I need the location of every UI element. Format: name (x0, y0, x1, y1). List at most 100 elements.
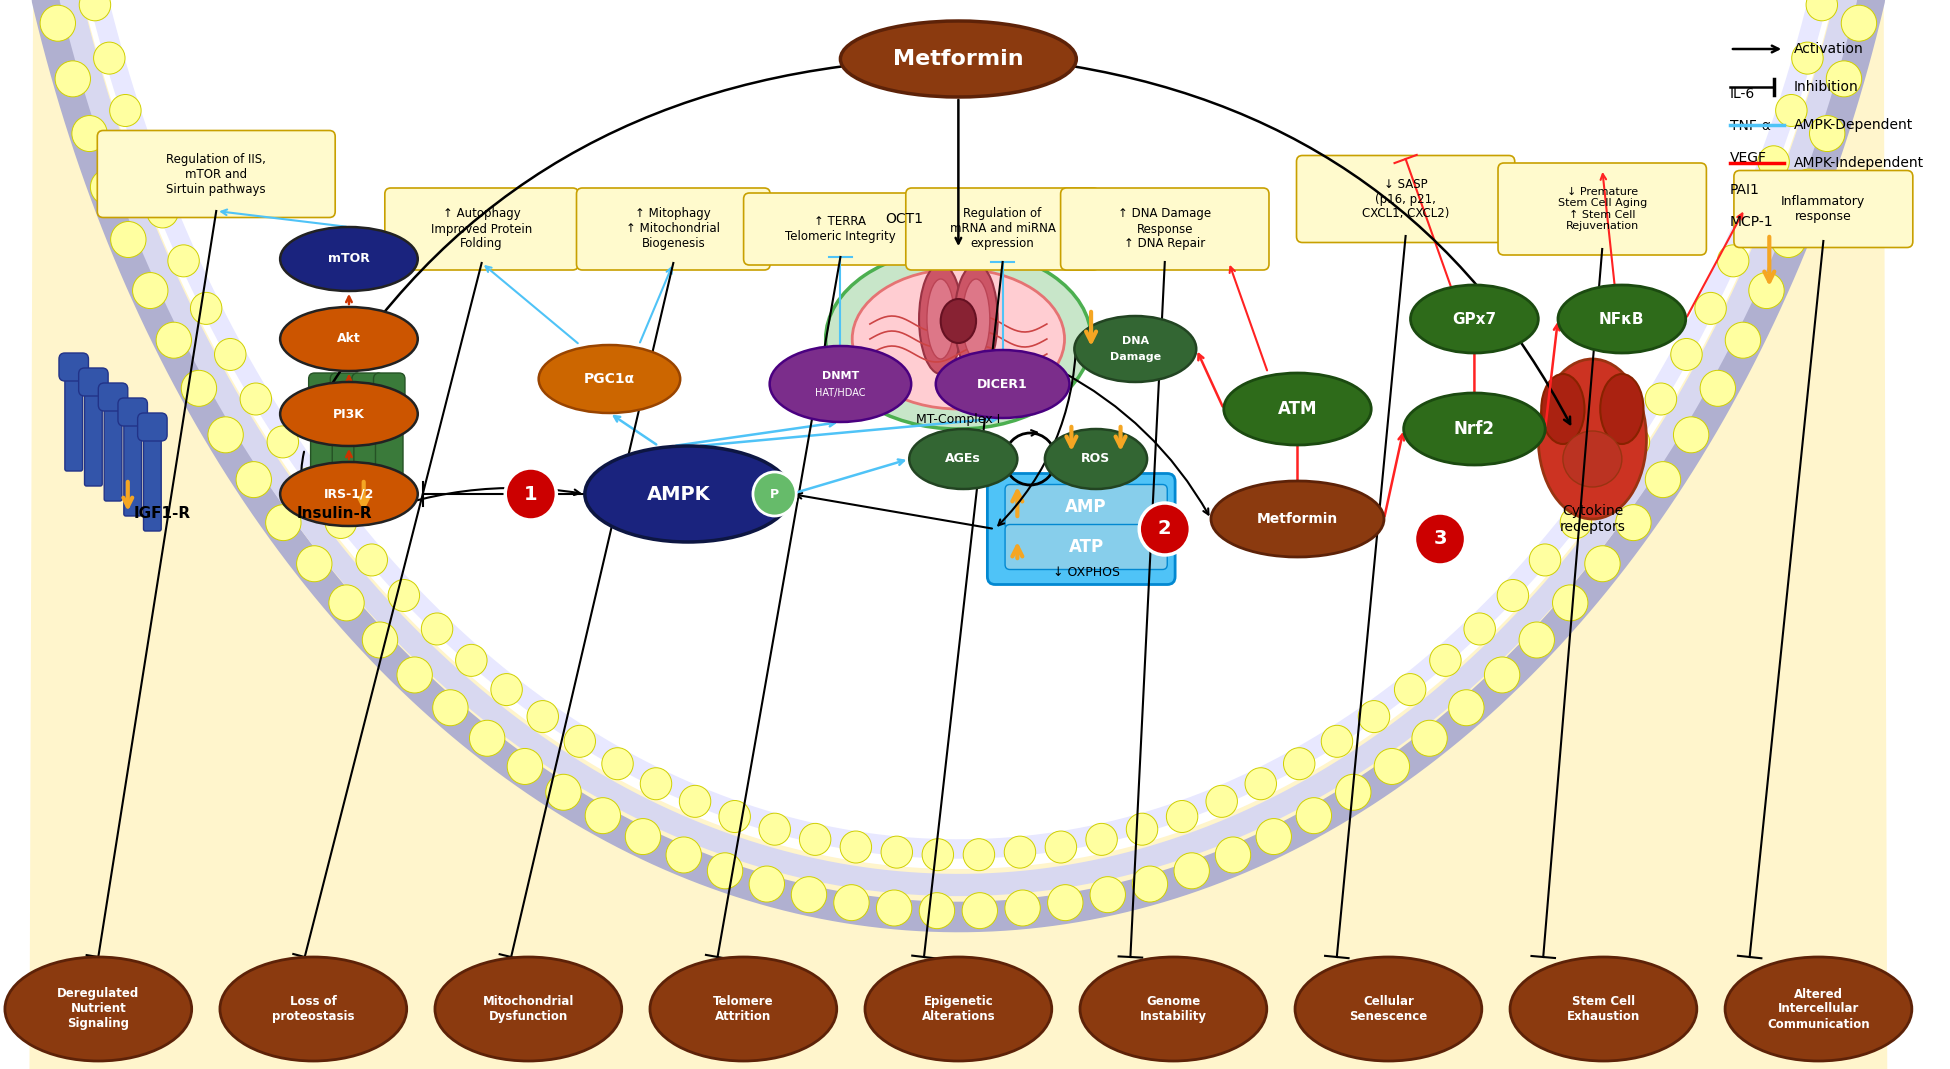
Circle shape (1394, 673, 1425, 706)
Circle shape (792, 877, 827, 913)
Text: DNA: DNA (1121, 336, 1149, 346)
Ellipse shape (1414, 513, 1466, 566)
Circle shape (679, 786, 712, 818)
Ellipse shape (770, 346, 911, 422)
Circle shape (491, 673, 523, 706)
Text: IL-6: IL-6 (1730, 87, 1755, 100)
Ellipse shape (281, 382, 417, 446)
Polygon shape (29, 0, 1888, 1069)
FancyBboxPatch shape (1061, 188, 1269, 270)
Circle shape (1174, 853, 1209, 888)
Ellipse shape (1509, 957, 1696, 1062)
FancyBboxPatch shape (1498, 162, 1706, 255)
Circle shape (240, 383, 271, 415)
Text: Altered
Intercellular
Communication: Altered Intercellular Communication (1767, 988, 1870, 1031)
Circle shape (1841, 5, 1876, 42)
Ellipse shape (753, 472, 796, 516)
Text: Inflammatory
response: Inflammatory response (1780, 195, 1866, 223)
Circle shape (1045, 831, 1076, 863)
Circle shape (1205, 786, 1238, 818)
Circle shape (1297, 797, 1332, 834)
Ellipse shape (1074, 316, 1195, 382)
Circle shape (526, 700, 558, 732)
Circle shape (265, 505, 300, 541)
Text: HAT/HDAC: HAT/HDAC (815, 388, 866, 398)
Circle shape (470, 721, 505, 756)
FancyBboxPatch shape (577, 188, 770, 270)
Text: PAI1: PAI1 (1730, 183, 1759, 197)
Text: PI3K: PI3K (333, 407, 365, 420)
Circle shape (1283, 747, 1314, 779)
Circle shape (1749, 273, 1784, 309)
FancyBboxPatch shape (907, 188, 1100, 270)
Circle shape (146, 196, 177, 228)
Text: MCP-1: MCP-1 (1730, 215, 1775, 229)
Text: ↓ OXPHOS: ↓ OXPHOS (1053, 566, 1119, 578)
Text: Loss of
proteostasis: Loss of proteostasis (273, 995, 355, 1023)
Ellipse shape (909, 429, 1018, 489)
Circle shape (1790, 169, 1827, 205)
Circle shape (72, 115, 107, 152)
Text: AMPK-Dependent: AMPK-Dependent (1794, 118, 1913, 131)
Text: AMPK-Independent: AMPK-Independent (1794, 156, 1925, 170)
FancyBboxPatch shape (1297, 155, 1515, 243)
Ellipse shape (1601, 374, 1644, 444)
Ellipse shape (936, 350, 1069, 418)
Circle shape (191, 293, 222, 324)
Circle shape (963, 839, 994, 870)
Circle shape (1792, 42, 1823, 74)
Circle shape (720, 801, 751, 833)
Text: ↑ Autophagy
Improved Protein
Folding: ↑ Autophagy Improved Protein Folding (431, 207, 532, 250)
Ellipse shape (961, 279, 991, 359)
Circle shape (1560, 507, 1591, 539)
Circle shape (1617, 505, 1652, 541)
Text: AGEs: AGEs (946, 452, 981, 465)
Ellipse shape (866, 957, 1051, 1062)
Circle shape (267, 425, 298, 458)
Circle shape (1519, 622, 1554, 659)
Text: ↑ Mitophagy
↑ Mitochondrial
Biogenesis: ↑ Mitophagy ↑ Mitochondrial Biogenesis (626, 207, 720, 250)
Circle shape (1215, 837, 1250, 873)
Circle shape (127, 145, 158, 177)
Circle shape (1412, 721, 1447, 756)
Text: Akt: Akt (337, 332, 361, 345)
Circle shape (111, 221, 146, 258)
Text: OCT1: OCT1 (885, 212, 922, 226)
Text: AMPK: AMPK (645, 484, 710, 503)
Circle shape (1806, 0, 1837, 20)
Text: 3: 3 (1433, 529, 1447, 548)
Circle shape (1047, 885, 1082, 920)
Ellipse shape (1139, 503, 1190, 555)
Text: ↓ SASP
(p16, p21,
CXCL1, CXCL2): ↓ SASP (p16, p21, CXCL1, CXCL2) (1361, 177, 1449, 220)
Ellipse shape (1726, 957, 1911, 1062)
Circle shape (507, 748, 542, 785)
Text: ATM: ATM (1277, 400, 1318, 418)
FancyBboxPatch shape (125, 412, 142, 516)
Text: Damage: Damage (1110, 352, 1160, 362)
Text: IGF1-R: IGF1-R (135, 507, 191, 522)
Circle shape (80, 0, 111, 20)
Text: Cytokine
receptors: Cytokine receptors (1560, 503, 1624, 534)
Circle shape (330, 585, 365, 621)
Ellipse shape (1211, 481, 1384, 557)
Circle shape (357, 544, 388, 576)
FancyBboxPatch shape (351, 373, 384, 405)
Circle shape (876, 890, 913, 926)
Ellipse shape (940, 299, 977, 343)
Text: Activation: Activation (1794, 42, 1864, 56)
Circle shape (1133, 866, 1168, 902)
Circle shape (1757, 145, 1790, 177)
Circle shape (1449, 690, 1484, 726)
Circle shape (564, 725, 595, 757)
Text: DNMT: DNMT (821, 371, 860, 381)
Circle shape (1127, 814, 1158, 846)
Circle shape (55, 61, 90, 97)
Text: NFκB: NFκB (1599, 311, 1644, 326)
FancyBboxPatch shape (78, 368, 107, 396)
Circle shape (1004, 836, 1035, 868)
Text: VEGF: VEGF (1730, 151, 1767, 165)
Ellipse shape (1410, 285, 1539, 353)
Text: ROS: ROS (1082, 452, 1111, 465)
Circle shape (214, 339, 246, 371)
Ellipse shape (1045, 429, 1147, 489)
